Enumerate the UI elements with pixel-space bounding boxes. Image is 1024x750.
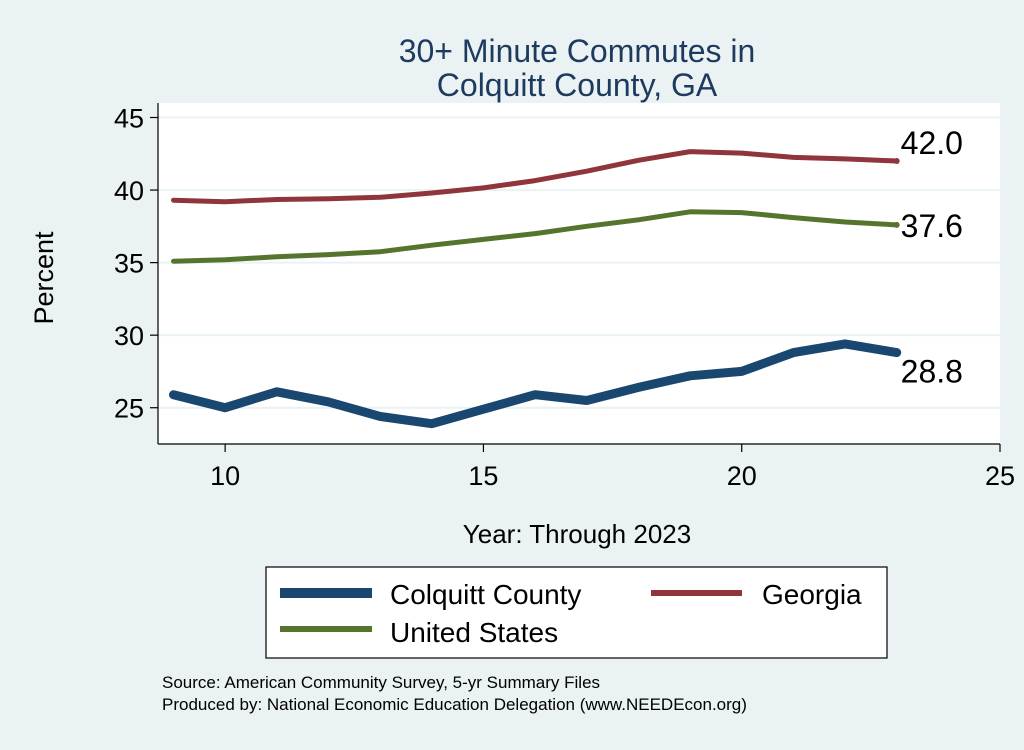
data-series — [169, 149, 902, 429]
series-line-colquitt-county — [169, 339, 902, 429]
end-point-marker — [893, 221, 900, 228]
x-axis-title: Year: Through 2023 — [463, 519, 691, 549]
y-tick-label: 40 — [114, 176, 144, 206]
legend: Colquitt County Georgia United States — [265, 566, 888, 659]
legend-box — [265, 566, 888, 659]
y-tick-label: 35 — [114, 249, 144, 279]
source-note: Source: American Community Survey, 5-yr … — [162, 673, 600, 692]
legend-label: United States — [390, 617, 558, 648]
end-value-label: 37.6 — [901, 208, 963, 244]
y-tick-label: 45 — [114, 104, 144, 134]
y-tick-label: 25 — [114, 394, 144, 424]
x-tick-label: 25 — [985, 461, 1015, 491]
y-tick-label: 30 — [114, 321, 144, 351]
chart-title-line-2: Colquitt County, GA — [437, 67, 718, 103]
end-value-label: 28.8 — [901, 354, 963, 390]
x-tick-label: 15 — [468, 461, 498, 491]
legend-label: Georgia — [762, 579, 862, 610]
end-point-marker — [893, 349, 900, 356]
produced-note: Produced by: National Economic Education… — [162, 695, 747, 714]
chart-title-line-1: 30+ Minute Commutes in — [399, 33, 756, 69]
y-axis-title: Percent — [29, 231, 59, 325]
gridlines — [158, 116, 1000, 409]
axes: 25 30 35 40 45 10 15 20 25 — [114, 103, 1015, 491]
end-labels: 28.8 42.0 37.6 — [901, 125, 963, 390]
series-line-united-states — [171, 209, 900, 264]
x-tick-label: 10 — [210, 461, 240, 491]
end-point-marker — [893, 158, 900, 165]
x-tick-label: 20 — [727, 461, 757, 491]
end-value-label: 42.0 — [901, 125, 963, 161]
legend-label: Colquitt County — [390, 579, 581, 610]
series-line-georgia — [171, 149, 900, 205]
